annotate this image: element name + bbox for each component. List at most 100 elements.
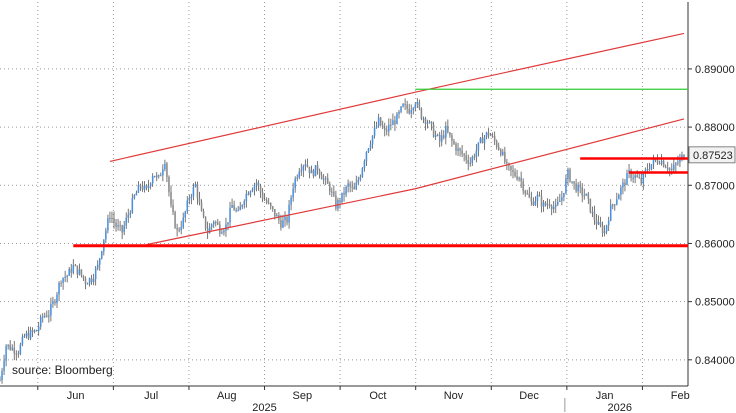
candle-body — [363, 161, 366, 169]
candle-body — [239, 206, 241, 211]
candle-body — [88, 278, 91, 284]
candle-body — [664, 166, 667, 168]
candle-body — [202, 210, 205, 217]
candle-body — [481, 138, 484, 144]
candle-body — [263, 199, 266, 201]
candle-body — [11, 347, 13, 350]
candle-body — [245, 193, 248, 202]
candle-body — [563, 193, 565, 198]
candle-body — [434, 135, 437, 137]
candle-body — [620, 187, 622, 195]
candle-body — [267, 202, 270, 204]
candle-body — [186, 200, 189, 212]
y-tick-label: 0.85000 — [695, 297, 735, 309]
candle-body — [624, 182, 626, 186]
candle-body — [107, 218, 109, 231]
candle-body — [215, 221, 217, 223]
candle-body — [436, 134, 439, 136]
candle-body — [70, 268, 73, 273]
candle-body — [440, 135, 443, 142]
candle-body — [168, 177, 170, 193]
candle-body — [402, 103, 404, 107]
candle-body — [62, 277, 64, 283]
candle-body — [404, 103, 406, 105]
year-label: 2025 — [252, 402, 276, 413]
candle-body — [324, 178, 327, 180]
candle-body — [379, 117, 382, 126]
candle-body — [162, 169, 164, 176]
y-tick-label: 0.87000 — [695, 180, 735, 192]
x-tick-label: Oct — [369, 390, 386, 402]
candle-body — [536, 194, 539, 202]
x-tick-label: Feb — [671, 390, 690, 402]
candle-body — [347, 183, 349, 187]
channel-upper-line — [109, 32, 685, 163]
candle-body — [308, 166, 311, 174]
candle-body — [149, 183, 152, 187]
candle-body — [679, 157, 681, 163]
candle-body — [412, 108, 415, 111]
candle-body — [467, 160, 469, 164]
candle-body — [394, 120, 396, 125]
candle-body — [135, 192, 138, 196]
candle-body — [650, 164, 653, 170]
source-label: source: Bloomberg — [12, 363, 113, 377]
candle-body — [461, 150, 463, 155]
x-tick-label: Jun — [67, 390, 85, 402]
candle-body — [463, 154, 465, 156]
candle-body — [5, 346, 7, 361]
candle-body — [632, 177, 634, 179]
candle-body — [143, 185, 146, 190]
candle-body — [52, 301, 54, 305]
candle-body — [671, 168, 673, 170]
candle-body — [204, 216, 207, 229]
candle-body — [601, 225, 604, 234]
candle-body — [133, 195, 136, 199]
candle-body — [599, 222, 602, 226]
candle-body — [559, 200, 561, 202]
candle-body — [591, 211, 594, 213]
candle-body — [512, 170, 514, 172]
candle-body — [329, 183, 331, 192]
x-tick-label: Jan — [596, 390, 614, 402]
candle-body — [27, 333, 30, 339]
candle-body — [302, 166, 305, 171]
x-tick-label: Dec — [519, 390, 539, 402]
candle-body — [94, 268, 97, 280]
candle-body — [145, 185, 148, 189]
candle-body — [502, 151, 504, 155]
candle-body — [638, 176, 640, 178]
candle-body — [121, 225, 123, 233]
candle-body — [483, 137, 486, 144]
y-tick-label: 0.86000 — [695, 238, 735, 250]
candle-body — [506, 162, 508, 164]
candle-body — [375, 126, 378, 128]
candle-body — [105, 230, 107, 240]
candle-body — [280, 220, 282, 228]
x-tick-label: Sep — [293, 390, 313, 402]
candle-body — [115, 222, 117, 227]
candle-body — [398, 111, 400, 114]
candle-body — [351, 186, 353, 188]
candle-body — [524, 190, 526, 194]
candle-body — [611, 204, 614, 206]
candle-body — [473, 156, 476, 158]
candle-body — [683, 154, 685, 159]
candle-body — [548, 204, 551, 207]
candle-body — [292, 188, 294, 198]
candle-body — [296, 177, 298, 179]
candle-body — [304, 164, 307, 167]
candle-body — [365, 151, 368, 162]
candle-body — [182, 217, 184, 228]
candle-body — [109, 217, 111, 219]
candle-body — [614, 204, 616, 206]
candle-body — [383, 127, 386, 131]
candle-body — [310, 170, 313, 174]
candle-body — [557, 201, 559, 205]
candle-body — [290, 197, 292, 205]
candle-body — [117, 225, 119, 227]
candle-body — [101, 251, 103, 259]
candle-body — [445, 125, 447, 138]
candle-body — [247, 193, 250, 195]
candle-body — [642, 173, 645, 184]
